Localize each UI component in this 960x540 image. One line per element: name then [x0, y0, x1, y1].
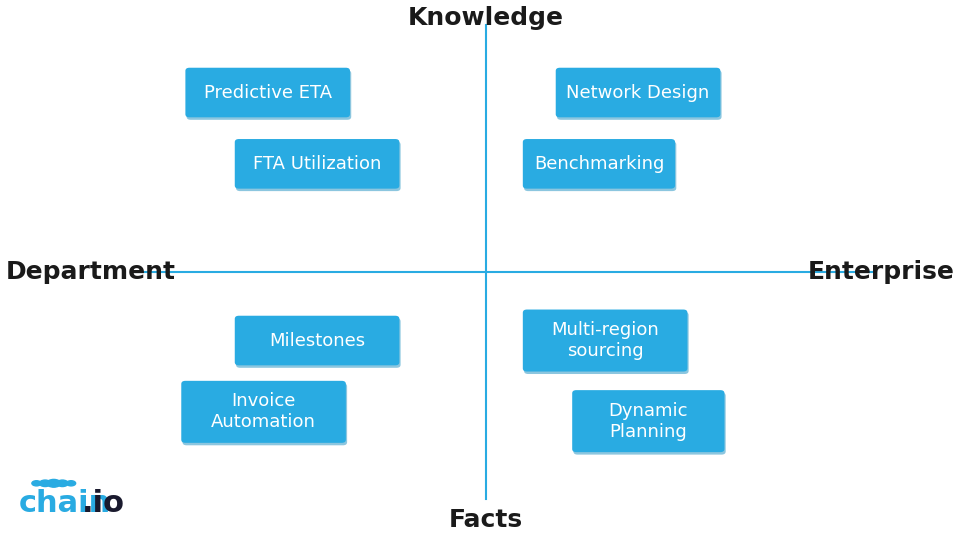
- FancyBboxPatch shape: [524, 312, 688, 374]
- Text: .io: .io: [82, 489, 125, 518]
- Text: Milestones: Milestones: [269, 332, 365, 349]
- FancyBboxPatch shape: [523, 309, 687, 372]
- Text: FTA Utilization: FTA Utilization: [252, 155, 381, 173]
- Text: Benchmarking: Benchmarking: [534, 155, 664, 173]
- Text: Dynamic
Planning: Dynamic Planning: [609, 402, 688, 441]
- FancyBboxPatch shape: [573, 393, 726, 455]
- FancyBboxPatch shape: [556, 68, 720, 117]
- Text: Multi-region
sourcing: Multi-region sourcing: [551, 321, 659, 360]
- FancyBboxPatch shape: [185, 68, 350, 117]
- FancyBboxPatch shape: [524, 141, 676, 191]
- FancyBboxPatch shape: [236, 318, 400, 368]
- FancyBboxPatch shape: [235, 139, 399, 188]
- FancyBboxPatch shape: [572, 390, 725, 452]
- FancyBboxPatch shape: [236, 141, 400, 191]
- Text: chain: chain: [19, 489, 111, 518]
- FancyBboxPatch shape: [182, 383, 348, 446]
- FancyBboxPatch shape: [523, 139, 675, 188]
- Text: Department: Department: [6, 260, 176, 285]
- Text: Knowledge: Knowledge: [408, 6, 564, 30]
- Text: Network Design: Network Design: [566, 84, 709, 102]
- FancyBboxPatch shape: [186, 70, 351, 120]
- Text: Invoice
Automation: Invoice Automation: [211, 393, 316, 431]
- Text: Enterprise: Enterprise: [807, 260, 954, 285]
- FancyBboxPatch shape: [235, 316, 399, 366]
- FancyBboxPatch shape: [557, 70, 722, 120]
- Text: Predictive ETA: Predictive ETA: [204, 84, 332, 102]
- FancyBboxPatch shape: [181, 381, 346, 443]
- Text: Facts: Facts: [448, 508, 523, 532]
